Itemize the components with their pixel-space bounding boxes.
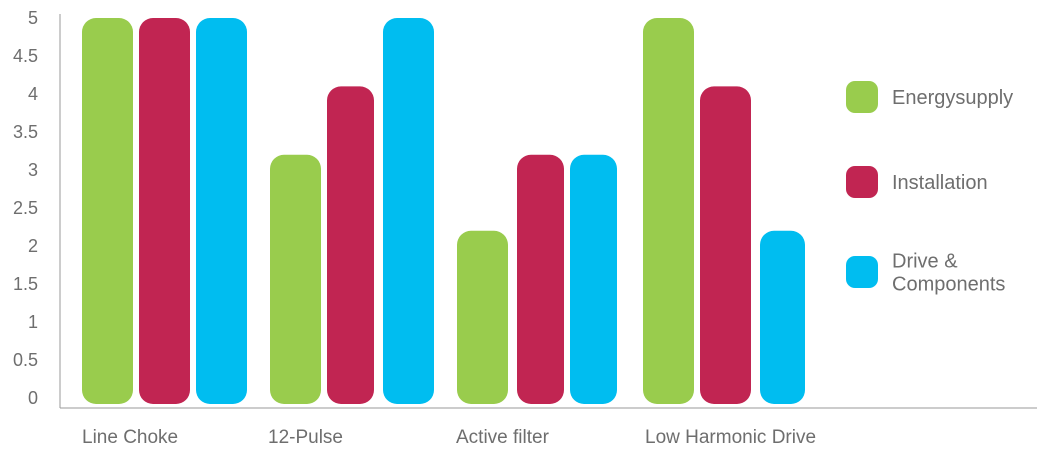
bar-installation-1: [327, 86, 374, 405]
y-axis-tick-labels: 0 0.5 1 1.5 2 2.5 3 3.5 4 4.5 5: [13, 8, 38, 408]
bar-installation-0: [139, 18, 190, 404]
bar-energysupply-3: [643, 18, 694, 404]
bar-installation-3: [700, 86, 751, 405]
bar-drive-components-3: [760, 230, 805, 404]
bar-installation-2: [517, 154, 564, 404]
legend-label: Energysupply: [892, 87, 1013, 109]
legend-label: Installation: [892, 172, 988, 194]
bar-drive-components-2: [570, 154, 617, 404]
legend: Energysupply Installation Drive & Component…: [846, 81, 1013, 296]
bar-energysupply-2: [457, 230, 508, 404]
y-tick-label: 4: [28, 84, 38, 104]
y-tick-label: 3.5: [13, 122, 38, 142]
legend-swatch-energysupply: [846, 81, 878, 113]
y-tick-label: 2: [28, 236, 38, 256]
y-tick-label: 2.5: [13, 198, 38, 218]
x-axis-tick-labels: Line Choke 12-Pulse Active filter Low Harmo…: [82, 427, 816, 448]
x-tick-label: 12-Pulse: [268, 427, 343, 448]
x-tick-label: Active filter: [456, 427, 550, 448]
bar-drive-components-1: [383, 18, 434, 404]
x-tick-label: Line Choke: [82, 427, 178, 448]
y-tick-label: 0: [28, 388, 38, 408]
y-tick-label: 1.5: [13, 274, 38, 294]
y-tick-label: 1: [28, 312, 38, 332]
legend-label: Drive & Components: [892, 251, 1005, 296]
bar-energysupply-1: [270, 154, 321, 404]
x-tick-label: Low Harmonic Drive: [645, 427, 816, 448]
y-tick-label: 5: [28, 8, 38, 28]
bar-energysupply-0: [82, 18, 133, 404]
y-tick-label: 0.5: [13, 350, 38, 370]
legend-swatch-drive-components: [846, 256, 878, 288]
bar-drive-components-0: [196, 18, 247, 404]
y-tick-label: 3: [28, 160, 38, 180]
bars-group: [82, 18, 805, 405]
axes-group: [59, 14, 1037, 409]
legend-swatch-installation: [846, 166, 878, 198]
y-tick-label: 4.5: [13, 46, 38, 66]
